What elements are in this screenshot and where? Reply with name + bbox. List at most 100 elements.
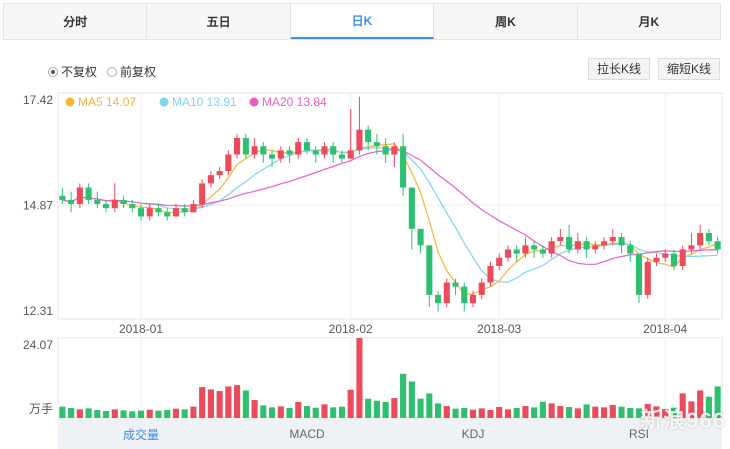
volume-bar — [592, 406, 599, 418]
forward-adjust-radio[interactable]: 前复权 — [107, 63, 156, 80]
volume-bar — [216, 391, 223, 418]
tab-intraday[interactable]: 分时 — [4, 4, 148, 39]
candle-body — [539, 249, 546, 254]
volume-bar — [504, 409, 512, 418]
candle — [635, 253, 643, 304]
candle-body — [76, 187, 83, 205]
candle-body — [417, 228, 424, 246]
legend-label: MA20 13.84 — [262, 95, 327, 109]
candle — [469, 290, 477, 308]
radio-unselected-icon — [107, 66, 118, 77]
adjust-options: 不复权 前复权 — [48, 63, 156, 80]
volume-unit-label: 万手 — [29, 402, 53, 416]
candle-body — [172, 208, 180, 217]
candle-body — [347, 150, 354, 159]
candle — [382, 137, 389, 163]
tab-daily-k[interactable]: 日K — [290, 4, 435, 39]
candle — [365, 125, 372, 151]
volume-bar — [443, 406, 450, 418]
volume-pane-frame — [57, 337, 723, 419]
candle-body — [330, 146, 337, 155]
volume-bar — [452, 408, 459, 418]
candle-body — [653, 257, 660, 262]
candle-body — [635, 253, 643, 295]
candle — [548, 237, 555, 258]
candle — [592, 241, 599, 254]
candle-body — [295, 142, 302, 155]
candle — [408, 187, 415, 250]
candle — [452, 278, 459, 295]
tab-weekly-k[interactable]: 周K — [434, 4, 578, 39]
candle-body — [181, 208, 188, 213]
tab-rsi[interactable]: RSI — [628, 427, 649, 441]
volume-bar — [382, 402, 389, 418]
price-tick-label: 12.31 — [23, 304, 53, 318]
chart-grid — [57, 92, 723, 419]
candle-body — [679, 249, 686, 266]
candle-body — [234, 137, 241, 155]
volume-bar — [295, 402, 302, 418]
candle — [522, 237, 529, 258]
volume-bar — [172, 408, 180, 418]
candle-body — [574, 241, 581, 250]
candle — [688, 232, 695, 254]
candle-body — [609, 237, 616, 242]
candle-body — [408, 187, 415, 229]
date-axis: 2018-01 2018-02 2018-03 2018-04 — [119, 322, 688, 336]
date-tick-label: 2018-03 — [477, 322, 521, 336]
tab-macd[interactable]: MACD — [289, 427, 325, 441]
candle — [513, 245, 520, 262]
candle — [164, 208, 171, 221]
candle-body — [592, 245, 599, 250]
candle-body — [190, 204, 197, 213]
candle-body — [618, 237, 625, 246]
zoom-buttons: 拉长K线 缩短K线 — [587, 58, 720, 80]
candle — [426, 245, 433, 308]
tab-monthly-k[interactable]: 月K — [577, 4, 721, 39]
candle-body — [714, 241, 721, 250]
candle-body — [688, 245, 695, 250]
candle — [434, 290, 442, 312]
candle — [504, 245, 512, 262]
tab-five-day[interactable]: 五日 — [147, 4, 291, 39]
no-adjust-radio[interactable]: 不复权 — [48, 63, 97, 80]
candle — [487, 261, 494, 287]
candle — [76, 183, 83, 209]
volume-bar — [434, 403, 442, 418]
candle-body — [670, 253, 678, 266]
candle — [531, 241, 538, 258]
volume-bar — [539, 401, 546, 418]
candle — [347, 109, 354, 159]
volume-bar — [120, 410, 127, 418]
no-adjust-label: 不复权 — [61, 65, 98, 79]
price-tick-label: 14.87 — [23, 198, 53, 212]
volume-bar — [373, 400, 380, 418]
tab-kdj[interactable]: KDJ — [461, 427, 485, 441]
ma5-line — [62, 143, 718, 295]
candle-body — [94, 199, 101, 205]
tab-volume[interactable]: 成交量 — [122, 427, 159, 442]
candle — [670, 249, 678, 271]
candle — [111, 183, 118, 213]
volume-bar — [76, 409, 83, 418]
shrink-kline-button[interactable]: 缩短K线 — [657, 58, 720, 80]
volume-bar — [277, 406, 284, 418]
volume-bar — [644, 404, 651, 418]
candle — [338, 150, 346, 163]
stretch-kline-button[interactable]: 拉长K线 — [587, 58, 650, 80]
candle — [260, 142, 267, 163]
candle-body — [216, 171, 223, 176]
candle-body — [365, 129, 372, 143]
candle — [303, 137, 311, 155]
candle-body — [697, 232, 704, 246]
candle-body — [268, 154, 276, 159]
candle-body — [155, 208, 162, 213]
volume-bar — [496, 407, 503, 418]
candle — [216, 166, 223, 180]
candle-body — [286, 150, 293, 155]
volume-bar — [478, 408, 485, 418]
candlesticks — [59, 96, 721, 312]
volume-bar — [548, 403, 555, 418]
volume-bar — [199, 387, 206, 418]
